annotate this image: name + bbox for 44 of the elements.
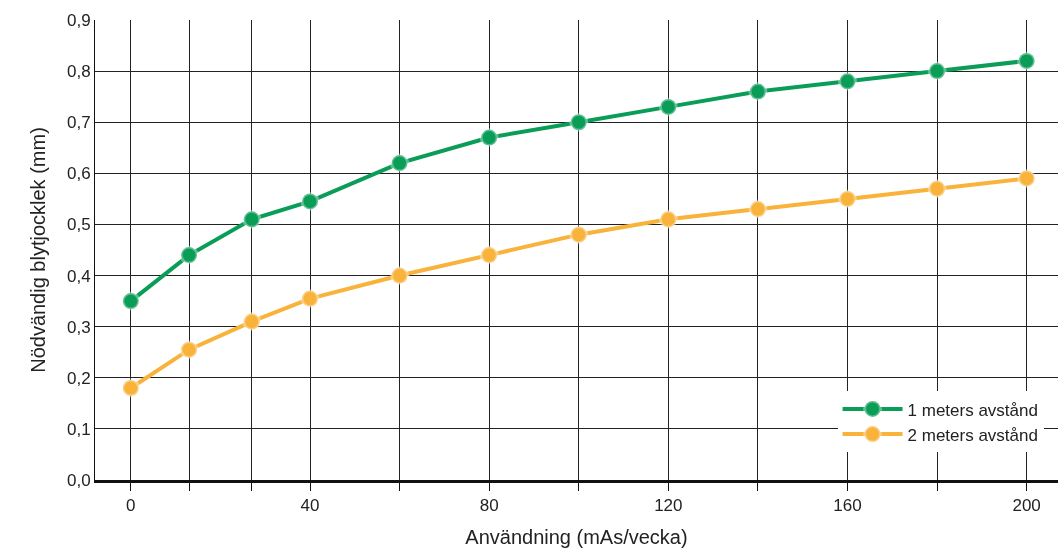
x-tick-label: 200 [1012, 496, 1041, 516]
y-tick-label: 0,7 [66, 113, 91, 133]
y-tick-label: 0,1 [66, 419, 91, 439]
point [1017, 51, 1037, 71]
point [837, 71, 857, 91]
y-axis-title: Nödvändig blytjocklek (mm) [27, 127, 49, 373]
y-tick-label: 0,5 [66, 215, 91, 235]
point [837, 189, 857, 209]
point [479, 245, 499, 265]
point [927, 179, 947, 199]
point [1017, 168, 1037, 188]
y-tick-label: 0,4 [66, 266, 91, 286]
point [390, 266, 410, 286]
y-tick-label: 0,9 [66, 10, 91, 30]
point [242, 312, 262, 332]
x-tick-label: 0 [126, 496, 136, 516]
point [927, 61, 947, 81]
y-tick-label: 0,3 [66, 317, 91, 337]
legend-label: 1 meters avstånd [907, 400, 1038, 420]
point [242, 209, 262, 229]
y-tick-label: 0,0 [66, 470, 91, 490]
point [479, 128, 499, 148]
legend-label: 2 meters avstånd [907, 425, 1038, 445]
point [658, 209, 678, 229]
y-tick-label: 0,8 [66, 62, 91, 82]
point [121, 291, 141, 311]
y-tick-label: 0,2 [66, 368, 91, 388]
point [390, 153, 410, 173]
point [658, 97, 678, 117]
point [748, 199, 768, 219]
point [300, 289, 320, 309]
point [569, 112, 589, 132]
point [121, 378, 141, 398]
x-tick-label: 120 [654, 496, 683, 516]
x-tick-label: 40 [300, 496, 320, 516]
point [748, 82, 768, 102]
point [569, 225, 589, 245]
x-tick-label: 160 [833, 496, 862, 516]
y-tick-label: 0,6 [66, 164, 91, 184]
point [179, 245, 199, 265]
x-tick-label: 80 [479, 496, 499, 516]
x-axis-title: Användning (mAs/vecka) [465, 525, 688, 548]
point [300, 191, 320, 211]
point [179, 340, 199, 360]
